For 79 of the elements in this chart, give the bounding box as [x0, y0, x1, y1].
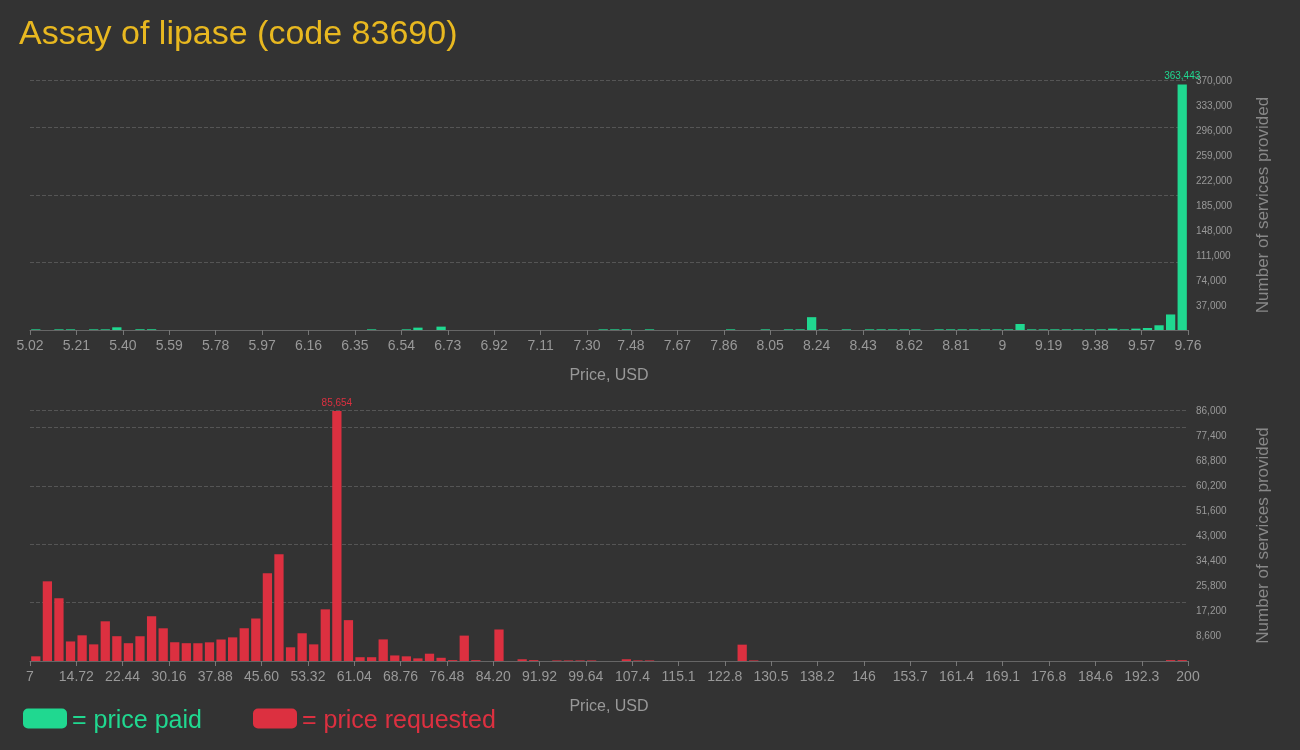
y-tick-label: 86,000 — [1196, 404, 1228, 416]
x-tick-label: 5.59 — [155, 337, 184, 353]
x-tick-label: 115.1 — [661, 668, 696, 684]
y-axis-title: Number of services provided — [1253, 427, 1272, 644]
legend-label: = price paid — [72, 704, 202, 733]
x-tick-label: 22.44 — [105, 668, 141, 684]
x-tick-label: 45.60 — [244, 668, 280, 684]
x-tick-label: 76.48 — [429, 668, 465, 684]
x-tick-label: 9 — [998, 337, 1007, 353]
y-tick-label: 111,000 — [1196, 249, 1232, 261]
x-tick-label: 5.97 — [248, 337, 276, 353]
y-tick-label: 333,000 — [1196, 99, 1233, 111]
x-tick-label: 84.20 — [475, 668, 511, 684]
y-tick-label: 43,000 — [1196, 530, 1228, 541]
x-tick-label: 9.57 — [1127, 337, 1156, 353]
y-tick-label: 148,000 — [1196, 224, 1233, 236]
x-tick-label: 6.16 — [294, 337, 323, 353]
y-tick-label: 8,600 — [1196, 630, 1222, 642]
x-tick-label: 161.4 — [938, 668, 975, 684]
y-axis-title: Number of services provided — [1253, 96, 1272, 314]
x-tick-label: 8.43 — [849, 337, 877, 353]
x-tick-label: 8.24 — [803, 337, 831, 353]
x-tick-label: 30.16 — [151, 668, 187, 684]
x-tick-label: 6.35 — [341, 337, 369, 353]
x-tick-label: 9.19 — [1035, 337, 1063, 353]
x-tick-label: 200 — [1176, 668, 1200, 684]
x-tick-label: 53.32 — [290, 668, 326, 684]
y-tick-label: 51,600 — [1196, 504, 1228, 516]
x-tick-label: 6.92 — [480, 337, 509, 353]
x-tick-label: 68.76 — [383, 668, 419, 684]
y-tick-label: 17,200 — [1196, 605, 1228, 617]
x-tick-label: 7.86 — [710, 337, 738, 353]
x-tick-label: 5.40 — [109, 337, 137, 353]
x-tick-label: 7.48 — [617, 337, 645, 353]
y-tick-label: 25,800 — [1196, 580, 1228, 592]
x-tick-label: 9.38 — [1081, 337, 1109, 353]
y-tick-label: 68,800 — [1196, 454, 1228, 466]
y-tick-label: 259,000 — [1196, 149, 1233, 161]
x-tick-label: 6.54 — [387, 337, 416, 353]
x-tick-label: 6.73 — [434, 337, 462, 353]
x-tick-label: 99.64 — [568, 668, 604, 684]
x-tick-label: 153.7 — [892, 668, 928, 684]
x-tick-label: 192.3 — [1124, 668, 1160, 684]
x-tick-label: 5.21 — [62, 337, 91, 353]
y-tick-label: 296,000 — [1196, 124, 1233, 136]
x-tick-label: 146 — [852, 668, 876, 684]
y-tick-label: 74,000 — [1196, 274, 1228, 286]
y-tick-label: 222,000 — [1196, 174, 1233, 186]
x-tick-label: 7 — [26, 668, 35, 684]
x-tick-label: 5.78 — [202, 337, 230, 353]
x-tick-label: 7.11 — [527, 337, 554, 353]
x-tick-label: 9.76 — [1174, 337, 1202, 353]
x-tick-label: 14.72 — [58, 668, 95, 684]
chart-title: Assay of lipase (code 83690) — [19, 13, 458, 51]
x-axis-title: Price, USD — [569, 365, 649, 383]
x-tick-label: 107.4 — [614, 668, 651, 684]
y-tick-label: 60,200 — [1196, 479, 1228, 491]
x-tick-label: 5.02 — [16, 337, 44, 353]
y-tick-label: 37,000 — [1196, 299, 1228, 311]
x-tick-label: 138.2 — [799, 668, 835, 684]
x-tick-label: 130.5 — [753, 668, 789, 684]
x-axis-title: Price, USD — [569, 696, 649, 714]
x-tick-label: 7.30 — [573, 337, 601, 353]
x-tick-label: 37.88 — [197, 668, 233, 684]
x-tick-label: 8.05 — [756, 337, 785, 353]
y-tick-label: 77,400 — [1196, 429, 1228, 441]
legend-label: = price requested — [302, 704, 496, 733]
x-tick-label: 122.8 — [707, 668, 743, 684]
data-label: 85,654 — [321, 396, 353, 408]
x-tick-label: 8.62 — [895, 337, 924, 353]
x-tick-label: 61.04 — [336, 668, 372, 684]
x-tick-label: 91.92 — [522, 668, 558, 684]
x-tick-label: 169.1 — [985, 668, 1021, 684]
x-tick-label: 8.81 — [942, 337, 970, 353]
x-tick-label: 184.6 — [1078, 668, 1114, 684]
x-tick-label: 176.8 — [1031, 668, 1067, 684]
y-tick-label: 185,000 — [1196, 199, 1233, 211]
y-tick-label: 34,400 — [1196, 555, 1228, 567]
x-tick-label: 7.67 — [663, 337, 692, 353]
